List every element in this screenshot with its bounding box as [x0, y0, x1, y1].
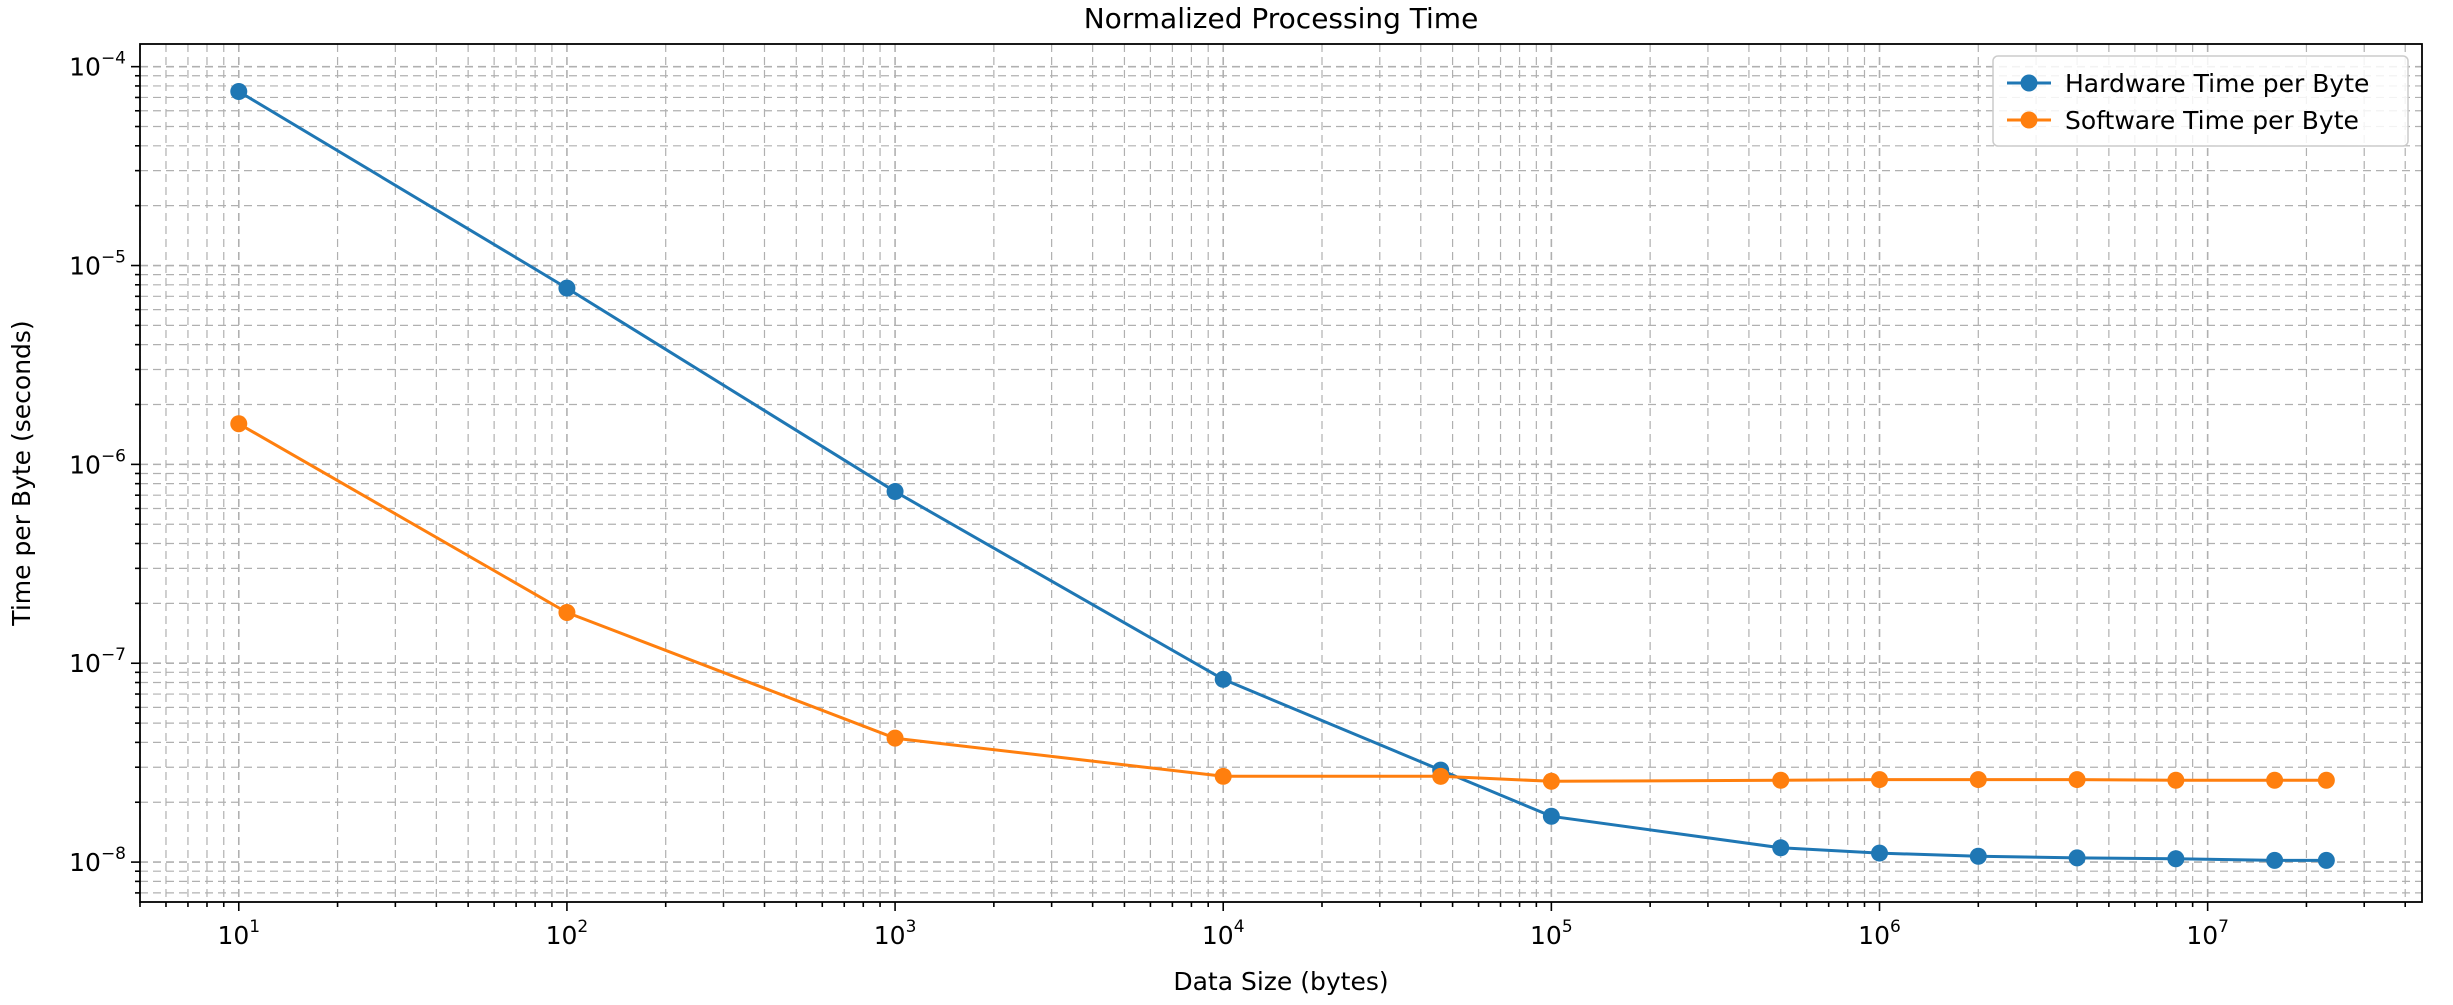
y-tick-label: 10−7: [69, 645, 126, 678]
data-point-hardware: [1214, 670, 1232, 688]
legend-frame: [1992, 55, 2409, 147]
data-point-software: [1214, 767, 1232, 785]
data-point-hardware: [230, 83, 248, 101]
data-point-hardware: [1871, 844, 1889, 862]
data-point-software: [2068, 771, 2086, 789]
data-point-hardware: [1772, 839, 1790, 857]
y-tick-label: 10−4: [69, 49, 126, 82]
data-point-software: [1969, 771, 1987, 789]
y-tick-label: 10−8: [69, 844, 126, 877]
data-point-software: [1871, 771, 1889, 789]
y-tick-label: 10−6: [69, 446, 126, 479]
x-tick-label: 101: [217, 917, 260, 950]
series-layer: [230, 83, 2335, 869]
legend-marker: [2020, 111, 2038, 129]
data-point-software: [1772, 771, 1790, 789]
data-point-hardware: [2317, 851, 2335, 869]
x-tick-label: 102: [546, 917, 589, 950]
chart-title: Normalized Processing Time: [1084, 2, 1479, 35]
data-point-hardware: [2266, 851, 2284, 869]
data-point-software: [558, 603, 576, 621]
legend-label: Software Time per Byte: [2065, 106, 2359, 135]
axes-frame: [139, 43, 2423, 903]
x-tick-label: 103: [874, 917, 917, 950]
y-tick-label: 10−5: [69, 248, 126, 281]
data-point-software: [886, 729, 904, 747]
data-point-software: [2167, 771, 2185, 789]
x-tick-label: 106: [1858, 917, 1901, 950]
x-tick-label: 105: [1530, 917, 1573, 950]
labels-layer: Normalized Processing Time Data Size (by…: [7, 2, 1478, 996]
legend-marker: [2020, 74, 2038, 92]
data-point-hardware: [1969, 847, 1987, 865]
legend: Hardware Time per Byte Software Time per …: [1992, 55, 2409, 147]
x-axis-label: Data Size (bytes): [1173, 967, 1388, 996]
y-axis-label: Time per Byte (seconds): [7, 320, 36, 626]
data-point-software: [2266, 771, 2284, 789]
data-point-hardware: [2068, 849, 2086, 867]
data-point-software: [2317, 771, 2335, 789]
data-point-software: [1542, 772, 1560, 790]
data-point-software: [1432, 767, 1450, 785]
data-point-hardware: [886, 483, 904, 501]
x-tick-label: 107: [2186, 917, 2229, 950]
x-tick-label: 104: [1202, 917, 1245, 950]
data-point-hardware: [1542, 807, 1560, 825]
data-point-software: [230, 415, 248, 433]
legend-label: Hardware Time per Byte: [2065, 69, 2369, 98]
data-point-hardware: [558, 279, 576, 297]
data-point-hardware: [2167, 850, 2185, 868]
